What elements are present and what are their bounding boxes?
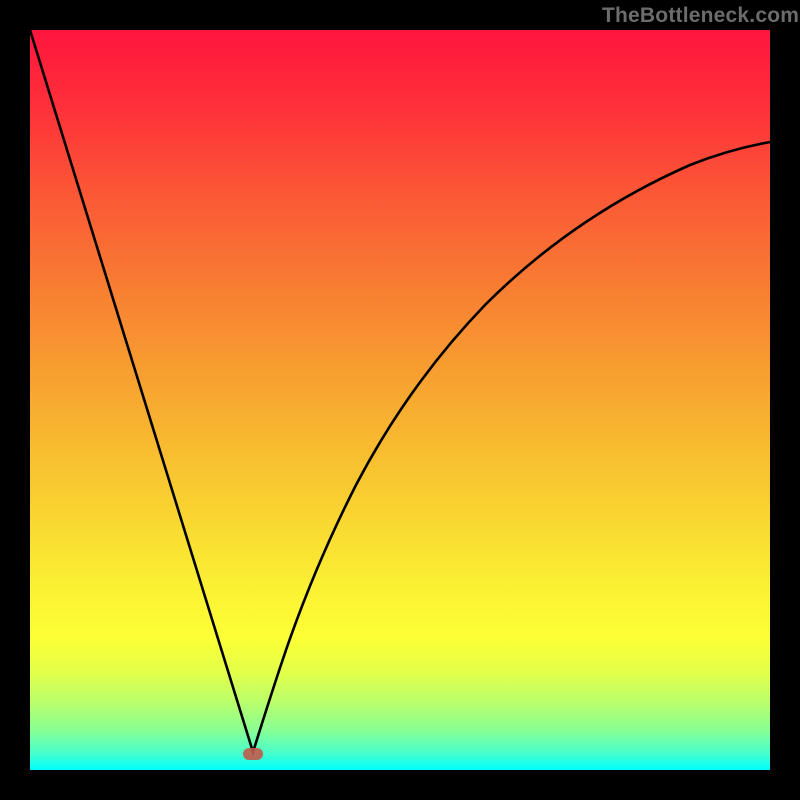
watermark-text: TheBottleneck.com: [602, 4, 799, 28]
gradient-background: [30, 30, 770, 770]
vertex-marker: [243, 748, 263, 760]
bottleneck-chart: [0, 0, 800, 800]
